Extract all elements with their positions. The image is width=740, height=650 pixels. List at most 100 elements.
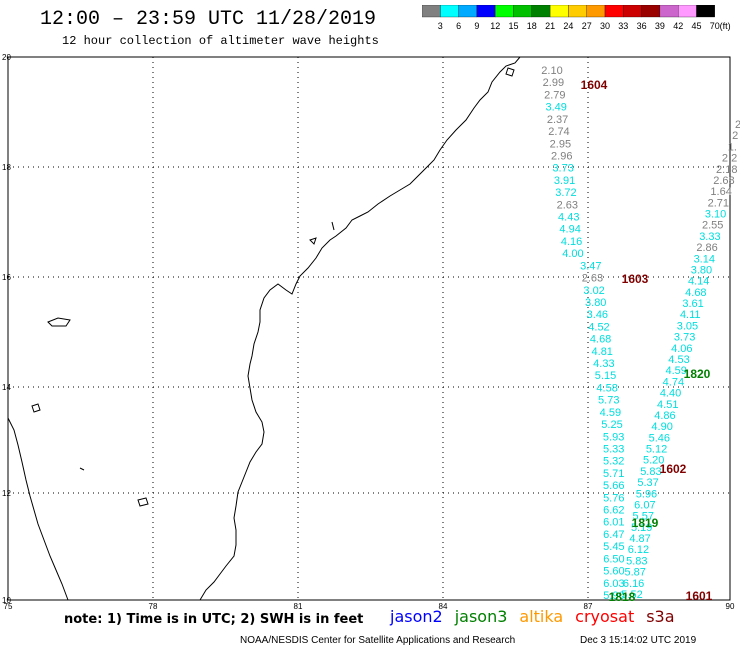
wave-height-value: 2.2: [722, 153, 737, 165]
wave-height-value: 4.81: [592, 346, 613, 358]
island: [31, 403, 41, 413]
wave-height-value: 5.19: [631, 522, 652, 534]
wave-height-value: 4.52: [588, 321, 609, 333]
wave-height-value: 4.14: [688, 276, 709, 288]
wave-height-value: 2.55: [702, 220, 723, 232]
color-scale-label: 24: [563, 21, 573, 31]
wave-height-value: 3.61: [682, 298, 703, 310]
wave-height-value: 4.68: [590, 334, 611, 346]
wave-height-value: 5.52: [621, 589, 642, 601]
color-scale-label: 27: [582, 21, 592, 31]
wave-height-value: 4.53: [668, 354, 689, 366]
color-scale-label: 30: [600, 21, 610, 31]
wave-height-value: 2.18: [716, 164, 737, 176]
wave-height-value: 3.33: [699, 231, 720, 243]
wave-height-value: 5.93: [603, 431, 624, 443]
wave-height-value: 5.20: [643, 455, 664, 467]
wave-height-value: 3.05: [677, 320, 698, 332]
wave-height-value: 2.37: [547, 114, 568, 126]
pass-id-label: 1818: [609, 590, 636, 604]
color-scale-label: 12: [490, 21, 500, 31]
wave-height-value: 6.47: [603, 529, 624, 541]
color-scale-label: 15: [508, 21, 518, 31]
latitude-label: 18: [2, 163, 11, 172]
color-scale-label: 36: [637, 21, 647, 31]
latitude-label: 10: [2, 596, 11, 605]
island: [309, 237, 317, 245]
wave-height-value: 1.64: [710, 186, 731, 198]
wave-height-value: 2: [735, 119, 740, 131]
wave-height-value: 5.71: [603, 468, 624, 480]
wave-height-value: 2.63: [582, 273, 603, 285]
wave-height-value: 3.73: [552, 163, 573, 175]
latitude-label: 16: [2, 273, 11, 282]
wave-height-value: 6.12: [628, 544, 649, 556]
color-scale-label: 33: [618, 21, 628, 31]
wave-height-value: 2.96: [551, 150, 572, 162]
footnote: note: 1) Time is in UTC; 2) SWH is in fe…: [64, 612, 364, 627]
wave-height-value: 6.50: [603, 553, 624, 565]
wave-height-value: 2.10: [541, 65, 562, 77]
wave-height-value: 4.06: [671, 343, 692, 355]
wave-height-value: 5.46: [649, 432, 670, 444]
longitude-label: 81: [294, 602, 303, 611]
wave-height-value: 2.63: [557, 199, 578, 211]
wave-height-value: 2.79: [544, 89, 565, 101]
satellite-legend-item: s3a: [646, 607, 675, 626]
longitude-label: 90: [726, 602, 735, 611]
wave-height-value: 2.68: [713, 175, 734, 187]
longitude-label: 87: [584, 602, 593, 611]
color-scale-label: 18: [527, 21, 537, 31]
pass-id-label: 1604: [581, 78, 608, 92]
wave-height-value: 2.95: [550, 138, 571, 150]
wave-height-value: 3.91: [554, 175, 575, 187]
generated-timestamp: Dec 3 15:14:02 UTC 2019: [580, 635, 697, 646]
satellite-legend-item: jason3: [454, 607, 508, 626]
wave-height-value: 1.: [728, 141, 737, 153]
wave-height-value: 4.68: [685, 287, 706, 299]
wave-height-value: 5.60: [603, 566, 624, 578]
wave-height-value: 6.03: [603, 578, 624, 590]
wave-height-value: 4.94: [559, 224, 580, 236]
wave-height-value: 5.66: [603, 480, 624, 492]
wave-height-value: 2.99: [543, 77, 564, 89]
wave-height-value: 4.40: [660, 388, 681, 400]
island: [47, 317, 71, 327]
wave-height-value: 3.49: [545, 102, 566, 114]
map-frame: [7, 56, 731, 601]
wave-height-value: 5.83: [626, 555, 647, 567]
island: [505, 67, 515, 77]
wave-height-value: 4.58: [596, 382, 617, 394]
wave-height-value: 5.37: [637, 477, 658, 489]
wave-height-value: 5.83: [640, 466, 661, 478]
wave-height-value: 6.01: [603, 517, 624, 529]
color-scale-label: 6: [456, 21, 461, 31]
wave-height-value: 6.07: [634, 499, 655, 511]
color-scale-label: 42: [673, 21, 683, 31]
wave-height-value: 5.12: [646, 444, 667, 456]
wave-height-value: 2.86: [696, 242, 717, 254]
wave-height-value: 5.57: [633, 511, 654, 523]
wave-height-value: 4.74: [663, 376, 684, 388]
latitude-label: 14: [2, 383, 11, 392]
wave-height-value: 5.73: [598, 395, 619, 407]
color-scale-label: 9: [474, 21, 479, 31]
wave-height-value: 4.90: [651, 421, 672, 433]
wave-height-value: 2.74: [548, 126, 569, 138]
wave-height-value: 4.51: [657, 399, 678, 411]
longitude-label: 75: [4, 602, 13, 611]
satellite-legend-item: jason2: [390, 607, 443, 626]
pass-id-label: 1603: [622, 272, 649, 286]
longitude-label: 84: [439, 602, 448, 611]
coastline-west: [7, 417, 69, 601]
pass-id-label: 1819: [632, 516, 659, 530]
wave-height-value: 6.16: [623, 578, 644, 590]
wave-height-value: 5.87: [625, 567, 646, 579]
satellite-legend-item: altika: [519, 607, 564, 626]
wave-height-value: 4.00: [562, 248, 583, 260]
satellite-legend: jason2 jason3 altika cryosat s3a: [390, 607, 687, 626]
wave-height-value: 5.76: [603, 492, 624, 504]
coastline: [199, 56, 521, 601]
wave-height-value: 5.33: [603, 443, 624, 455]
wave-height-value: 4.59: [665, 365, 686, 377]
